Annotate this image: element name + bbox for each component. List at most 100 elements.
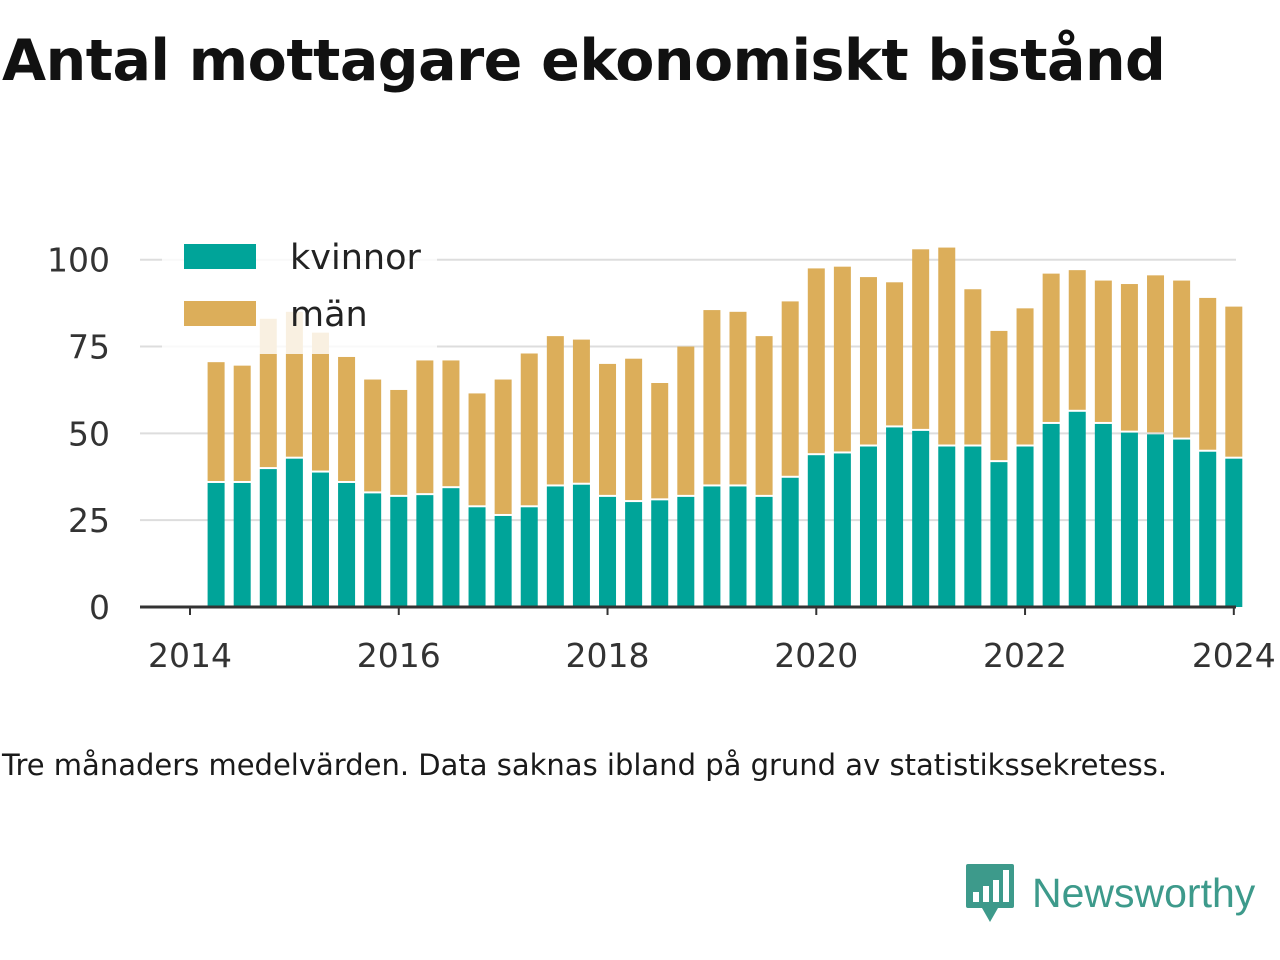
bar-kvinnor (259, 469, 277, 607)
bar-kvinnor (833, 453, 851, 607)
bar-kvinnor (468, 507, 486, 607)
bar-man (416, 360, 434, 494)
bar-man (833, 266, 851, 452)
bar-man (1068, 270, 1086, 410)
bar-kvinnor (625, 502, 643, 607)
bar-man (546, 336, 564, 485)
legend: kvinnor män (162, 234, 437, 354)
bar-man (1016, 308, 1034, 445)
bar-kvinnor (677, 496, 695, 607)
bar-kvinnor (364, 493, 382, 607)
bar-man (1094, 280, 1112, 422)
bar-kvinnor (1225, 458, 1243, 607)
bar-kvinnor (1173, 439, 1191, 607)
bar-kvinnor (938, 446, 956, 607)
bar-kvinnor (416, 495, 434, 607)
bar-kvinnor (886, 427, 904, 607)
x-tick-label: 2024 (1192, 636, 1276, 675)
bar-man (1173, 280, 1191, 438)
x-tick-label: 2020 (774, 636, 858, 675)
bar-kvinnor (338, 482, 356, 607)
bar-kvinnor (599, 496, 617, 607)
chart-title: Antal mottagare ekonomiskt bistånd (2, 28, 1166, 94)
bar-kvinnor (1016, 446, 1034, 607)
brand-name: Newsworthy (1032, 869, 1256, 916)
bar-kvinnor (990, 462, 1008, 607)
bar-man (442, 360, 460, 487)
bar-man (755, 336, 773, 495)
bar-kvinnor (781, 477, 799, 607)
bar-man (1199, 297, 1217, 450)
y-tick-label: 50 (68, 414, 110, 453)
bar-kvinnor (729, 486, 747, 607)
bar-kvinnor (546, 486, 564, 607)
newsworthy-logo-icon (966, 864, 1014, 922)
bar-kvinnor (311, 472, 329, 607)
bar-man (494, 379, 512, 514)
bar-man (338, 356, 356, 481)
y-tick-label: 25 (68, 501, 110, 540)
bar-kvinnor (964, 446, 982, 607)
legend-swatch-man (184, 301, 256, 326)
footnote: Tre månaders medelvärden. Data saknas ib… (2, 748, 1168, 782)
bar-kvinnor (1147, 434, 1165, 607)
bar-kvinnor (1068, 411, 1086, 607)
x-tick-label: 2014 (148, 636, 232, 675)
bar-man (468, 393, 486, 506)
legend-swatch-kvinnor (184, 244, 256, 269)
bar-man (729, 311, 747, 485)
legend-label-man: män (290, 295, 368, 335)
bar-man (651, 383, 669, 499)
y-tick-label: 75 (68, 328, 110, 367)
bar-kvinnor (859, 446, 877, 607)
bar-man (520, 353, 538, 506)
bar-kvinnor (1094, 423, 1112, 607)
bar-man (311, 332, 329, 471)
bar-man (390, 389, 408, 495)
bar-kvinnor (390, 496, 408, 607)
bar-kvinnor (233, 482, 251, 607)
bar-man (364, 379, 382, 492)
x-tick-label: 2022 (983, 636, 1067, 675)
bar-man (625, 358, 643, 501)
axes: 0 25 50 75 100 2014 2016 2018 2020 2022 2024 (47, 241, 1276, 675)
bar-kvinnor (442, 488, 460, 607)
bar-kvinnor (520, 507, 538, 607)
bar-kvinnor (755, 496, 773, 607)
bar-man (703, 310, 721, 485)
bar-man (677, 346, 695, 495)
bar-kvinnor (912, 430, 930, 607)
bar-kvinnor (1042, 423, 1060, 607)
bar-man (1042, 273, 1060, 422)
y-tick-label: 100 (47, 241, 110, 280)
bar-man (912, 249, 930, 429)
bar-kvinnor (207, 482, 225, 607)
bar-kvinnor (703, 486, 721, 607)
bar-man (1120, 284, 1138, 431)
bar-man (1225, 306, 1243, 457)
bar-man (938, 247, 956, 445)
bar-kvinnor (807, 455, 825, 607)
bar-man (572, 339, 590, 483)
y-tick-label: 0 (89, 588, 110, 627)
bar-man (859, 277, 877, 445)
bar-man (964, 289, 982, 445)
stacked-bar-chart: kvinnor män 0 25 50 75 100 2014 2016 2018 2020 202… (47, 234, 1276, 675)
bar-man (233, 365, 251, 481)
bar-man (807, 268, 825, 454)
bar-man (599, 363, 617, 495)
legend-label-kvinnor: kvinnor (290, 238, 421, 278)
bars (207, 247, 1243, 607)
bar-man (207, 362, 225, 481)
bar-kvinnor (651, 500, 669, 607)
bar-man (886, 282, 904, 426)
x-tick-label: 2018 (566, 636, 650, 675)
bar-man (781, 301, 799, 476)
bar-kvinnor (1120, 432, 1138, 607)
bar-man (259, 318, 277, 468)
bar-man (990, 330, 1008, 461)
brand-logo[interactable]: Newsworthy (964, 862, 1255, 924)
bar-kvinnor (285, 458, 303, 607)
x-tick-label: 2016 (357, 636, 441, 675)
bar-kvinnor (572, 484, 590, 607)
